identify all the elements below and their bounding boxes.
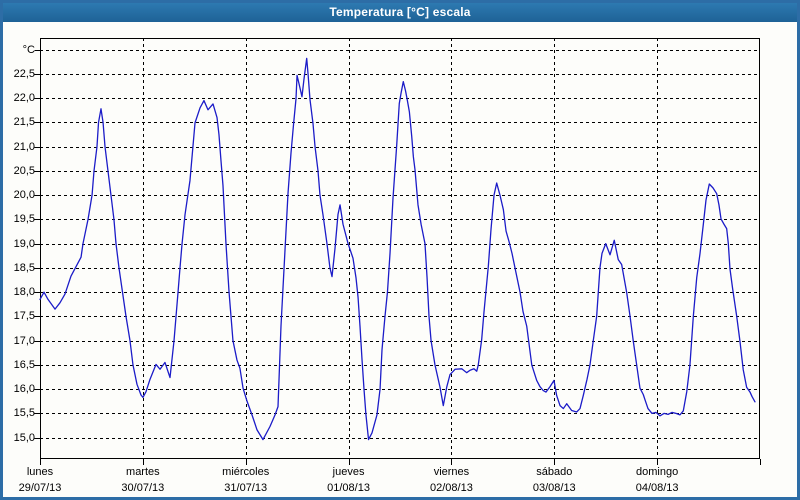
y-tick-label: 22,0 (13, 92, 35, 105)
title-bar: Temperatura [°C] escala (0, 0, 800, 22)
day-name: viernes (433, 466, 470, 478)
x-day-label: sábado 03/08/13 (499, 464, 609, 496)
page-title: Temperatura [°C] escala (329, 4, 471, 19)
y-axis-unit-label: °C (22, 44, 35, 56)
y-tick-label: 16,0 (13, 383, 35, 396)
day-date: 04/08/13 (635, 482, 679, 494)
y-tick-label: 20,5 (13, 164, 35, 177)
day-date: 03/08/13 (532, 482, 576, 494)
y-tick-label: 16,5 (13, 358, 35, 371)
day-name: miércoles (222, 466, 270, 478)
day-date: 29/07/13 (18, 482, 62, 494)
x-day-label: viernes 02/08/13 (396, 464, 506, 496)
y-tick-label: 17,5 (13, 310, 35, 323)
day-name: lunes (26, 466, 54, 478)
x-day-label: jueves 01/08/13 (294, 464, 404, 496)
x-day-label: miércoles 31/07/13 (191, 464, 301, 496)
temperature-line (39, 57, 756, 441)
x-day-label: lunes 29/07/13 (0, 464, 95, 496)
day-date: 02/08/13 (430, 482, 473, 494)
chart-canvas (34, 38, 761, 465)
y-tick-label: 21,5 (13, 116, 35, 129)
day-date: 01/08/13 (327, 482, 370, 494)
day-name: sábado (536, 466, 573, 478)
y-tick-label: 22,5 (13, 67, 35, 80)
y-tick-label: 15,5 (13, 407, 35, 420)
day-date: 30/07/13 (121, 482, 165, 494)
x-day-label: martes 30/07/13 (88, 464, 198, 496)
y-tick-label: 15,0 (13, 431, 35, 444)
y-tick-label: 18,5 (13, 261, 35, 274)
day-name: domingo (636, 466, 679, 478)
day-date: 31/07/13 (224, 482, 268, 494)
x-day-label: domingo 04/08/13 (602, 464, 712, 496)
day-name: martes (126, 466, 160, 478)
y-tick-label: 21,0 (13, 140, 35, 153)
y-tick-label: 17,0 (13, 334, 35, 347)
y-tick-label: 18,0 (13, 286, 35, 299)
day-name: jueves (332, 466, 365, 478)
plot-border (40, 38, 760, 459)
y-tick-label: 19,5 (13, 213, 35, 226)
y-tick-label: 19,0 (13, 237, 35, 250)
y-tick-label: 20,0 (13, 189, 35, 202)
